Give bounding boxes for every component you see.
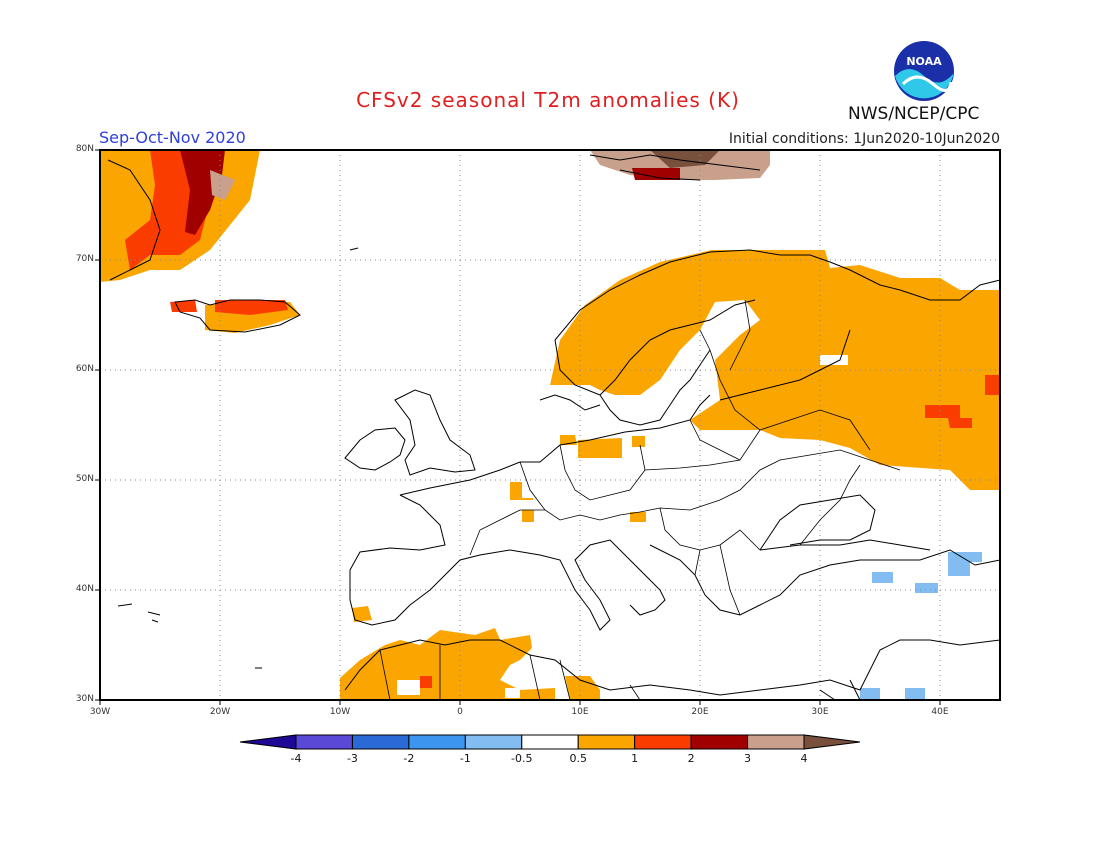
colorbar-segment bbox=[634, 734, 692, 750]
colorbar-segment bbox=[408, 734, 466, 750]
lon-tick-10e: 10E bbox=[571, 707, 589, 717]
colorbar-level-label: -2 bbox=[403, 752, 415, 765]
lon-tick-20e: 20E bbox=[691, 707, 709, 717]
colorbar-segment bbox=[351, 734, 410, 750]
lat-tick-40n: 40N bbox=[75, 584, 94, 594]
lon-tick-40e: 40E bbox=[931, 707, 949, 717]
noaa-logo-icon: NOAA bbox=[894, 41, 954, 101]
initial-conditions-label: Initial conditions: 1Jun2020-10Jun2020 bbox=[728, 131, 1000, 147]
lat-tick-30n: 30N bbox=[75, 694, 94, 704]
colorbar-level-label: -0.5 bbox=[511, 752, 533, 765]
lat-tick-70n: 70N bbox=[75, 254, 94, 264]
lat-tick-60n: 60N bbox=[75, 364, 94, 374]
map-frame bbox=[99, 149, 1001, 701]
colorbar-segment bbox=[577, 734, 636, 750]
colorbar-level-label: 1 bbox=[631, 752, 639, 765]
map-title: CFSv2 seasonal T2m anomalies (K) bbox=[356, 88, 740, 112]
lon-tick-10w: 10W bbox=[329, 707, 351, 717]
colorbar-level-label: -4 bbox=[290, 752, 302, 765]
agency-label: NWS/NCEP/CPC bbox=[848, 104, 980, 124]
graticule bbox=[100, 150, 1000, 700]
country-borders bbox=[379, 299, 901, 701]
colorbar-level-label: -3 bbox=[346, 752, 358, 765]
colorbar-level-label: -1 bbox=[459, 752, 471, 765]
anomaly-shading bbox=[100, 150, 1000, 700]
colorbar-segment bbox=[803, 734, 861, 750]
colorbar-segment bbox=[295, 734, 353, 750]
colorbar-segment bbox=[521, 734, 579, 750]
colorbar-segment bbox=[464, 734, 523, 750]
colorbar-segment bbox=[239, 734, 297, 750]
logo-text: NOAA bbox=[906, 55, 942, 68]
colorbar-level-label: 3 bbox=[744, 752, 752, 765]
lat-tick-80n: 80N bbox=[75, 144, 94, 154]
colorbar-level-label: 4 bbox=[800, 752, 808, 765]
lon-tick-20w: 20W bbox=[209, 707, 231, 717]
lon-tick-30e: 30E bbox=[811, 707, 829, 717]
colorbar-segment bbox=[747, 734, 805, 750]
season-label: Sep-Oct-Nov 2020 bbox=[99, 128, 246, 147]
colorbar-level-label: 2 bbox=[687, 752, 695, 765]
lat-tick-50n: 50N bbox=[75, 474, 94, 484]
colorbar-level-label: 0.5 bbox=[569, 752, 587, 765]
colorbar-segment bbox=[690, 734, 749, 750]
lon-tick-30w: 30W bbox=[89, 707, 111, 717]
axis-ticks bbox=[95, 149, 941, 705]
colorbar bbox=[239, 734, 861, 750]
lon-tick-0: 0 bbox=[457, 707, 463, 717]
